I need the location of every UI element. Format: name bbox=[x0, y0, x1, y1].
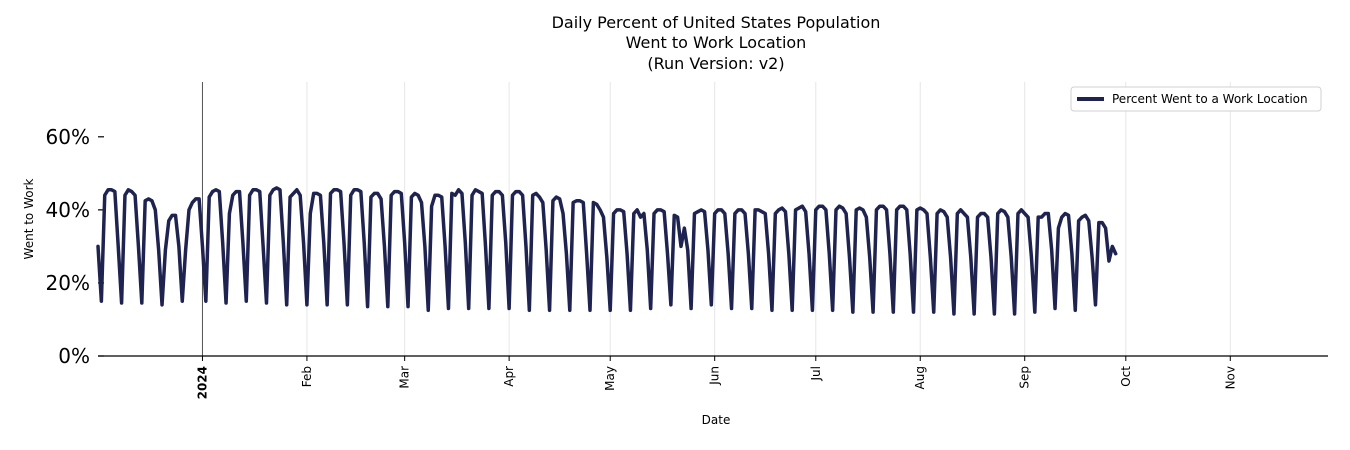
x-tick-label: Nov bbox=[1223, 366, 1237, 389]
y-tick-label: 0% bbox=[58, 344, 90, 368]
title-line-2: Went to Work Location bbox=[626, 33, 807, 52]
legend-label: Percent Went to a Work Location bbox=[1112, 92, 1308, 106]
y-tick-label: 40% bbox=[46, 198, 90, 222]
legend: Percent Went to a Work Location bbox=[1070, 86, 1322, 112]
y-axis-label: Went to Work bbox=[22, 178, 36, 259]
series-line bbox=[96, 186, 1118, 316]
x-tick-label: Feb bbox=[300, 366, 314, 387]
x-tick-label: May bbox=[603, 366, 617, 391]
x-tick-label: Aug bbox=[913, 366, 927, 389]
chart-title: Daily Percent of United States Populatio… bbox=[552, 13, 881, 73]
x-tick-label: 2024 bbox=[195, 366, 209, 399]
x-tick-label: Sep bbox=[1018, 366, 1032, 389]
x-axis-label: Date bbox=[702, 413, 731, 427]
x-tick-label: Apr bbox=[502, 366, 516, 387]
x-gridlines bbox=[201, 82, 1231, 356]
y-tick-label: 60% bbox=[46, 125, 90, 149]
title-line-1: Daily Percent of United States Populatio… bbox=[552, 13, 881, 32]
x-axis-ticks: 2024 Feb Mar Apr May Jun Jul Aug Sep Oct Nov bbox=[195, 356, 1237, 399]
x-tick-label: Jul bbox=[809, 366, 823, 381]
legend-box bbox=[1070, 86, 1322, 112]
x-tick-label: Oct bbox=[1119, 366, 1133, 387]
y-axis-ticks: 0% 20% 40% 60% bbox=[46, 125, 104, 368]
title-line-3: (Run Version: v2) bbox=[647, 54, 784, 73]
y-tick-label: 20% bbox=[46, 271, 90, 295]
x-tick-label: Mar bbox=[398, 366, 412, 389]
x-tick-label: Jun bbox=[708, 366, 722, 386]
